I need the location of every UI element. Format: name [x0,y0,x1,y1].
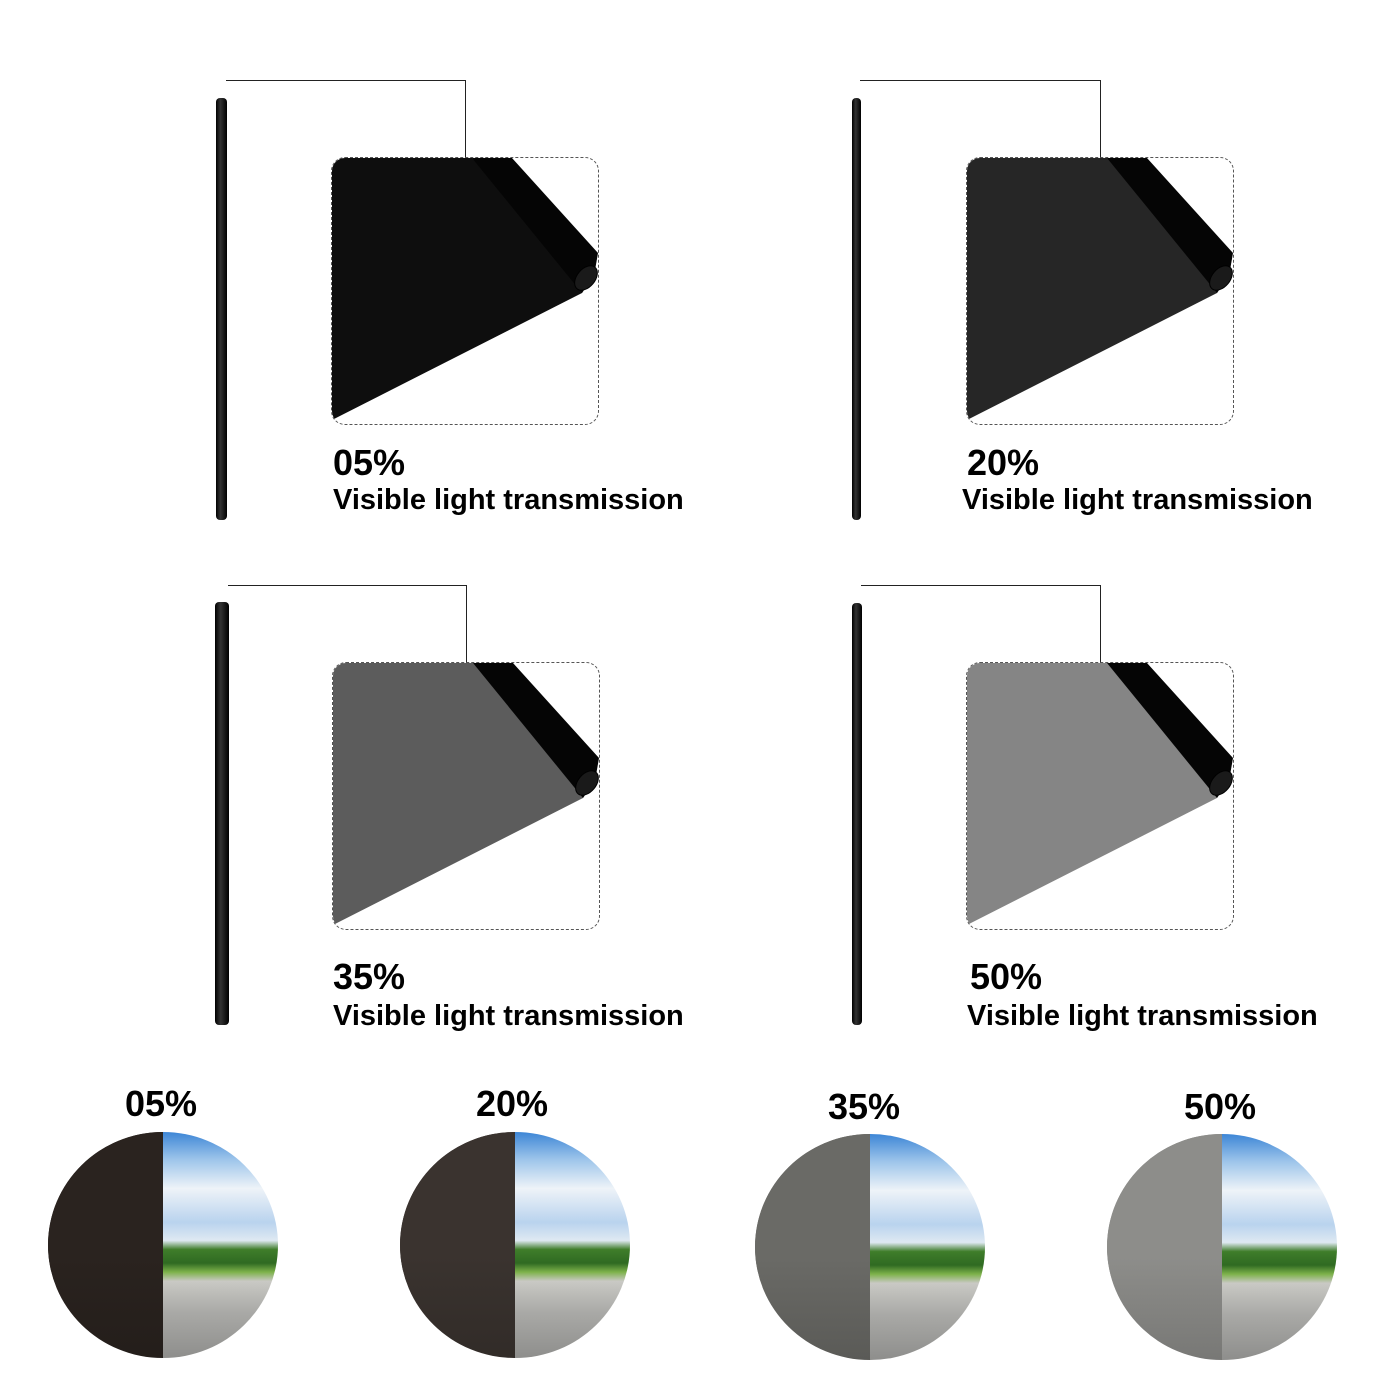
tint-percent: 20% [967,442,1040,483]
tint-caption: Visible light transmission [333,484,684,516]
clear-half [163,1132,278,1358]
view-percent: 05% [125,1083,198,1124]
clear-half [515,1132,630,1358]
film-sheet [967,663,1229,925]
film-sample [331,157,599,425]
tinted-half [400,1132,515,1358]
film-roll [1107,663,1233,798]
film-roll-rod [852,98,861,520]
tint-percent: 35% [333,956,406,997]
view-percent: 20% [476,1083,549,1124]
tint-caption: Visible light transmission [967,1000,1318,1032]
tint-percent: 05% [333,442,406,483]
connector-line [861,585,1101,663]
film-roll [1107,158,1233,293]
tint-percent: 50% [970,956,1043,997]
film-sheet [333,663,595,925]
clear-half [870,1134,985,1360]
tinted-half [1107,1134,1222,1360]
connector-line [226,80,466,158]
film-sample [966,662,1234,930]
connector-line [228,585,467,663]
film-roll [473,663,599,798]
tint-caption: Visible light transmission [962,484,1313,516]
tinted-half [48,1132,163,1358]
tint-view-05 [48,1132,278,1358]
roll-end [575,770,599,796]
view-percent: 35% [828,1086,901,1127]
film-sample [332,662,600,930]
roll-end [1209,265,1233,291]
film-roll [472,158,598,293]
roll-end [1209,770,1233,796]
tint-caption: Visible light transmission [333,1000,684,1032]
view-percent: 50% [1184,1086,1257,1127]
clear-half [1222,1134,1337,1360]
film-roll-rod [216,98,227,520]
connector-line [860,80,1101,158]
film-roll-rod [852,603,862,1025]
film-sample [966,157,1234,425]
tint-view-35 [755,1134,985,1360]
tint-view-20 [400,1132,630,1358]
film-roll-rod [215,602,229,1025]
roll-end [574,265,598,291]
film-sheet [967,158,1229,420]
film-sheet [332,158,594,420]
tinted-half [755,1134,870,1360]
tint-view-50 [1107,1134,1337,1360]
